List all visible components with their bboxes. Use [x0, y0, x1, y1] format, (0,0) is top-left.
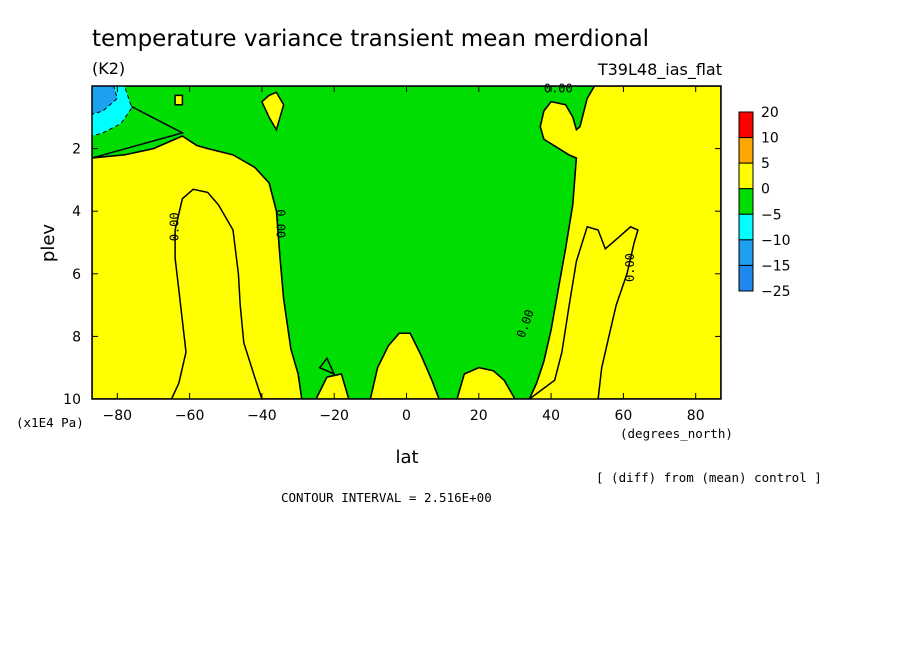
colorbar-label-4: −5 — [761, 207, 782, 223]
colorbar-label-5: −10 — [761, 233, 791, 249]
x-tick-label-7: 60 — [614, 408, 632, 424]
colorbar-swatch-5 — [738, 239, 754, 266]
positive-region-2 — [369, 332, 440, 399]
x-tick-label-1: −60 — [175, 408, 205, 424]
blue-region — [92, 86, 118, 115]
colorbar-swatch-3 — [738, 188, 754, 215]
colorbar-label-3: 0 — [761, 182, 770, 198]
colorbar-swatch-2 — [738, 162, 754, 190]
colorbar-swatch-1 — [738, 137, 754, 164]
y-tick-label-0: 2 — [72, 142, 81, 158]
diff-note: [ (diff) from (mean) control ] — [596, 470, 822, 485]
x-tick-label-8: 80 — [687, 408, 705, 424]
x-tick-label-4: 0 — [402, 408, 411, 424]
negative-region-1 — [318, 356, 336, 376]
x-units-label: (degrees_north) — [620, 426, 733, 441]
positive-region-5 — [260, 91, 285, 132]
y-tick-label-1: 4 — [72, 204, 81, 220]
contour-label-4: 0.00 — [544, 82, 573, 96]
chart-title: temperature variance transient mean merd… — [92, 26, 649, 52]
contour-label-1: 0.00 — [273, 209, 287, 238]
positive-region-4 — [528, 86, 721, 399]
colorbar-label-7: −25 — [761, 284, 791, 300]
x-tick-label-6: 40 — [542, 408, 560, 424]
colorbar-swatch-4 — [738, 213, 754, 241]
positive-region-0 — [92, 135, 303, 399]
y-tick-label-3: 8 — [72, 329, 81, 345]
plot-area: 0.00 0.000.000.000.00−80 −60 −40 −20 0 20 40 60 8… — [63, 82, 722, 424]
contour-label-0: 0.00 — [168, 212, 182, 241]
colorbar-label-6: −15 — [761, 258, 791, 274]
positive-region-3 — [456, 366, 516, 399]
x-tick-label-3: −20 — [319, 408, 349, 424]
colorbar-swatch-6 — [738, 264, 754, 292]
y-axis-title: plev — [38, 224, 59, 263]
contour-label-3: 0.00 — [623, 253, 637, 282]
positive-region-1 — [315, 373, 350, 399]
x-tick-label-0: −80 — [103, 408, 133, 424]
x-tick-label-2: −40 — [247, 408, 277, 424]
x-axis-title: lat — [395, 447, 418, 468]
y-tick-label-2: 6 — [72, 267, 81, 283]
run-label: T39L48_ias_flat — [597, 60, 722, 80]
colorbar-label-1: 10 — [761, 131, 779, 147]
positive-region-6 — [174, 94, 184, 106]
colorbar-label-0: 20 — [761, 105, 779, 121]
colorbar-label-2: 5 — [761, 156, 770, 172]
y-units-label: (x1E4 Pa) — [16, 415, 84, 430]
units-label: (K2) — [92, 59, 125, 78]
y-tick-label-4: 10 — [63, 392, 81, 408]
contour-interval-text: CONTOUR INTERVAL = 2.516E+00 — [281, 490, 492, 505]
colorbar-swatch-0 — [738, 111, 754, 139]
plot-fills — [92, 86, 721, 399]
colorbar: 20 10 5 0 −5 −10 −15 −25 — [738, 105, 791, 300]
x-tick-label-5: 20 — [470, 408, 488, 424]
